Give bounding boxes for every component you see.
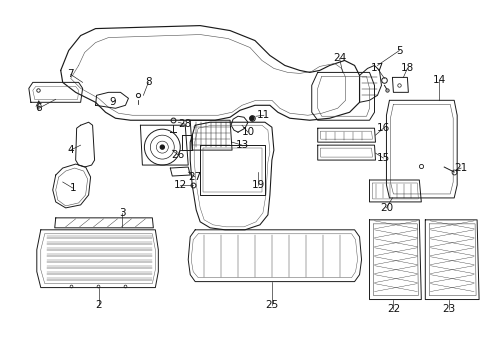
Circle shape — [160, 145, 164, 149]
Text: 14: 14 — [432, 75, 445, 85]
Text: 4: 4 — [67, 145, 74, 155]
Text: 27: 27 — [188, 172, 202, 182]
Text: 24: 24 — [332, 54, 346, 63]
Text: 20: 20 — [379, 203, 392, 213]
Text: 25: 25 — [264, 300, 278, 310]
Text: 8: 8 — [145, 77, 151, 87]
Text: 15: 15 — [376, 153, 389, 163]
Text: 18: 18 — [400, 63, 413, 73]
Text: 22: 22 — [386, 305, 399, 315]
Text: 26: 26 — [171, 150, 184, 160]
Text: 17: 17 — [370, 63, 384, 73]
Text: 28: 28 — [178, 119, 191, 129]
Text: 10: 10 — [241, 127, 254, 137]
Text: 13: 13 — [235, 140, 248, 150]
Text: 2: 2 — [95, 300, 102, 310]
Text: 9: 9 — [109, 97, 116, 107]
Text: 11: 11 — [257, 110, 270, 120]
Text: 21: 21 — [454, 163, 467, 173]
Text: 3: 3 — [119, 208, 125, 218]
Text: 6: 6 — [36, 103, 42, 113]
Text: 19: 19 — [251, 180, 264, 190]
Text: 1: 1 — [69, 183, 76, 193]
Text: 23: 23 — [442, 305, 455, 315]
Text: 7: 7 — [67, 69, 74, 80]
Text: 16: 16 — [376, 123, 389, 133]
Text: 12: 12 — [173, 180, 186, 190]
Circle shape — [249, 116, 253, 120]
Text: 5: 5 — [395, 45, 402, 55]
